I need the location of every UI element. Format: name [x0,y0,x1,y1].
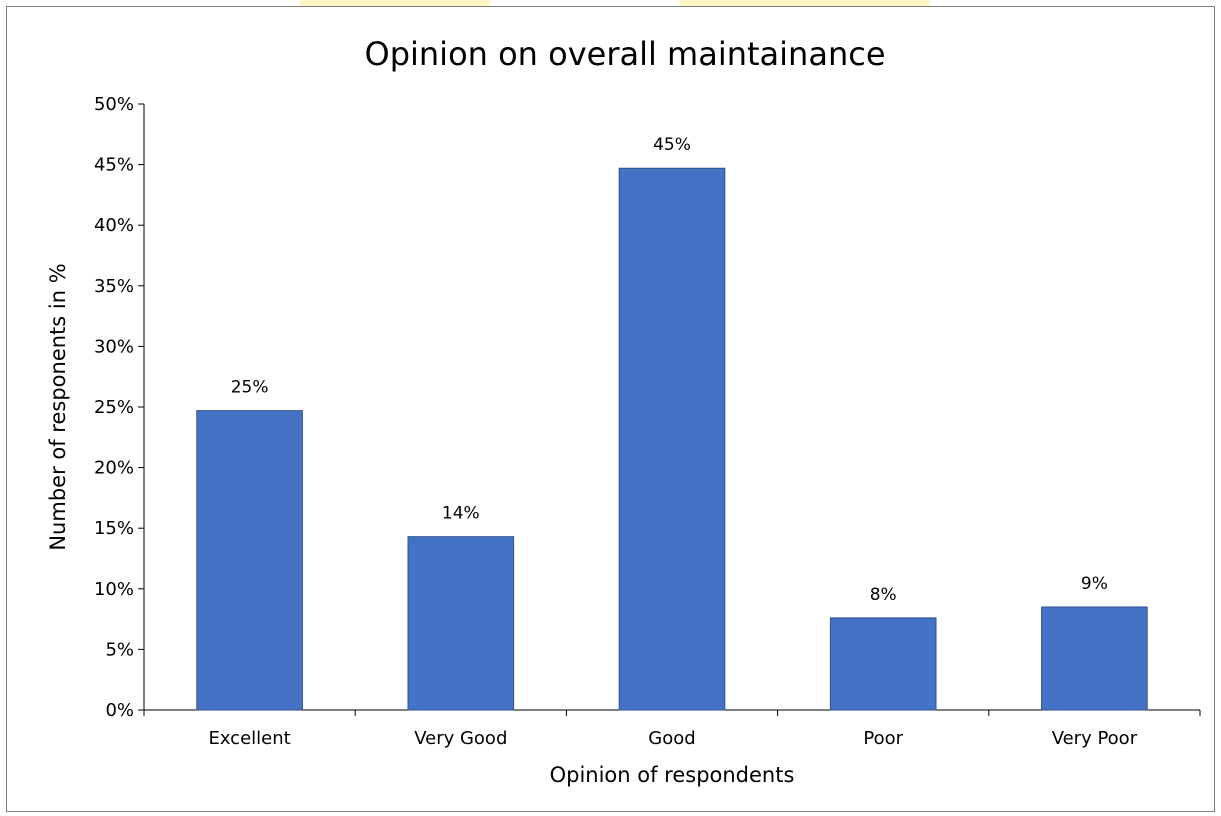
chart-frame: Opinion on overall maintainance 0% 5% 10% 1… [6,6,1215,812]
data-label: 25% [231,378,269,398]
y-tick-label: 30% [94,336,134,357]
x-tick-label: Very Good [414,728,507,749]
chart-title: Opinion on overall maintainance [365,35,886,73]
y-tick-label: 15% [94,518,134,539]
y-tick-label: 0% [105,700,134,721]
bar-poor [829,617,937,711]
x-axis-title: Opinion of respondents [550,763,795,787]
bars-group: 25% 14% 45% 8% 9% [196,135,1148,711]
y-tick-label: 5% [105,639,134,660]
bar-very-poor [1041,606,1148,711]
bar-good [618,167,726,711]
data-label: 9% [1081,574,1108,594]
x-tick-label: Excellent [208,728,290,749]
y-tick-label: 45% [94,155,134,176]
x-axis: Excellent Very Good Good Poor Very Poor [143,709,1201,749]
y-tick-label: 10% [94,579,134,600]
bar-very-good [407,536,515,711]
bar-excellent [196,410,303,711]
y-tick-label: 35% [94,276,134,297]
x-tick-label: Very Poor [1052,728,1138,749]
x-tick-label: Poor [863,728,903,749]
data-label: 8% [870,585,897,605]
y-axis: 0% 5% 10% 15% 20% 25% 30% 35% 40% 45% 50% [94,94,145,721]
y-axis-title: Number of responents in % [46,263,70,550]
y-tick-label: 20% [94,458,134,479]
y-tick-label: 25% [94,397,134,418]
y-tick-label: 50% [94,94,134,115]
x-tick-label: Good [648,728,695,749]
bar-chart: Opinion on overall maintainance 0% 5% 10% 1… [46,35,1201,787]
y-tick-label: 40% [94,215,134,236]
data-label: 45% [653,135,691,155]
data-label: 14% [442,504,480,524]
